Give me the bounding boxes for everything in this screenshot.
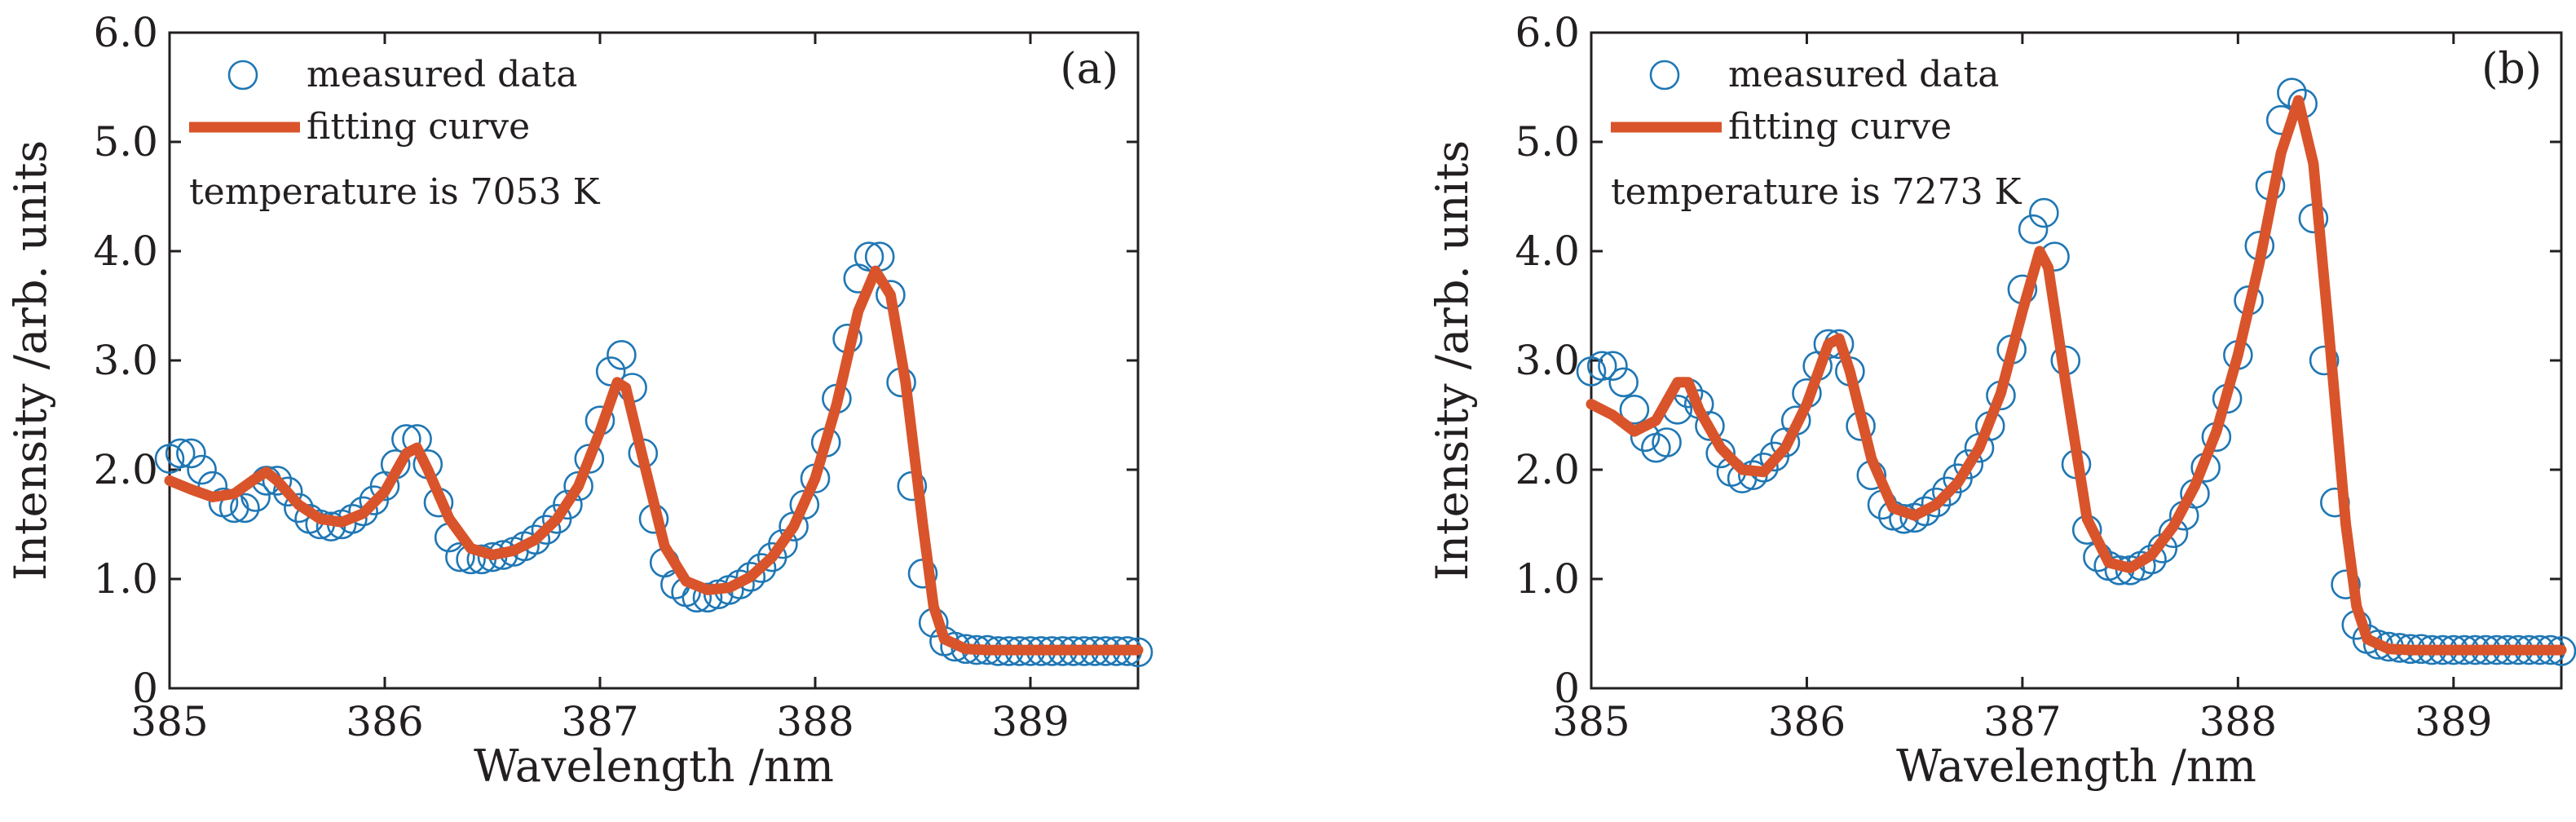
y-tick-label: 3.0 [93, 337, 158, 384]
measured-data-series [154, 241, 1153, 668]
y-tick-label: 1.0 [93, 555, 158, 603]
data-point [187, 454, 217, 485]
panel-label: (a) [1060, 45, 1118, 94]
data-point [445, 541, 475, 572]
data-point [176, 438, 206, 469]
data-point [553, 489, 583, 520]
data-point [1619, 394, 1650, 425]
data-point [1608, 367, 1639, 398]
data-point [165, 438, 196, 469]
data-point [854, 241, 884, 272]
legend-label-fitting: fitting curve [1728, 106, 1952, 148]
data-point [272, 476, 303, 507]
x-tick-label: 387 [1983, 698, 2061, 745]
fitting-curve-line [164, 265, 1144, 656]
x-tick-label: 388 [776, 698, 854, 745]
measured-data-series [1576, 77, 2576, 666]
y-tick-label: 2.0 [93, 446, 158, 493]
temperature-annotation: temperature is 7053 K [189, 171, 601, 213]
data-point [2331, 569, 2361, 600]
x-tick-label: 389 [991, 698, 1069, 745]
y-tick-label: 2.0 [1515, 446, 1580, 493]
data-point [1652, 427, 1682, 457]
legend-marker-measured [1649, 60, 1680, 91]
data-point [1953, 449, 1984, 480]
x-axis-title: Wavelength /nm [474, 740, 834, 792]
fitting-curve-line [1586, 95, 2567, 656]
y-tick-label: 4.0 [93, 228, 158, 275]
y-tick-label: 5.0 [93, 118, 158, 166]
x-tick-label: 386 [1768, 698, 1846, 745]
data-point [1695, 411, 1725, 441]
panel-b-chart: 385 386 387 388 389 0 1.0 2.0 3.0 4.0 5.0 6.0 Wavele… [1427, 9, 2576, 792]
data-point [1641, 432, 1671, 463]
data-point [531, 515, 562, 546]
y-axis-title: Intensity /arb. units [5, 140, 56, 581]
legend-marker-measured [227, 60, 258, 91]
panel-a-chart: 385 386 387 388 389 0 1.0 2.0 3.0 4.0 5.0 6.0 Wavele… [5, 9, 1153, 792]
y-tick-label: 6.0 [93, 9, 158, 56]
x-tick-label: 385 [130, 698, 208, 745]
data-point [520, 524, 551, 555]
legend-label-measured: measured data [307, 54, 577, 95]
y-tick-label: 6.0 [1515, 9, 1580, 56]
y-tick-label: 1.0 [1515, 555, 1580, 603]
y-tick-label: 0 [132, 665, 158, 712]
data-point [692, 582, 723, 613]
y-tick-label: 4.0 [1515, 228, 1580, 275]
data-point [2018, 214, 2049, 245]
y-tick-label: 5.0 [1515, 118, 1580, 166]
x-tick-label: 388 [2199, 698, 2277, 745]
data-point [1598, 351, 1628, 382]
legend-label-measured: measured data [1728, 54, 1999, 95]
legend-label-fitting: fitting curve [307, 106, 530, 148]
y-tick-label: 0 [1554, 665, 1580, 712]
data-point [768, 528, 798, 559]
data-point [1921, 487, 1952, 518]
x-tick-label: 386 [346, 698, 423, 745]
data-point [1586, 351, 1617, 382]
x-tick-label: 385 [1552, 698, 1630, 745]
x-tick-label: 389 [2415, 698, 2492, 745]
temperature-annotation: temperature is 7273 K [1611, 171, 2022, 213]
data-point [2309, 345, 2340, 376]
y-axis-title: Intensity /arb. units [1427, 140, 1478, 581]
data-point [230, 493, 260, 524]
data-point [607, 339, 637, 370]
x-tick-label: 387 [561, 698, 638, 745]
x-axis-title: Wavelength /nm [1896, 740, 2256, 792]
data-point [2029, 197, 2059, 228]
data-point [348, 496, 378, 527]
panel-label: (b) [2481, 45, 2542, 94]
data-point [262, 466, 293, 496]
data-point [746, 553, 777, 583]
y-tick-label: 3.0 [1515, 337, 1580, 384]
data-point [735, 562, 766, 592]
